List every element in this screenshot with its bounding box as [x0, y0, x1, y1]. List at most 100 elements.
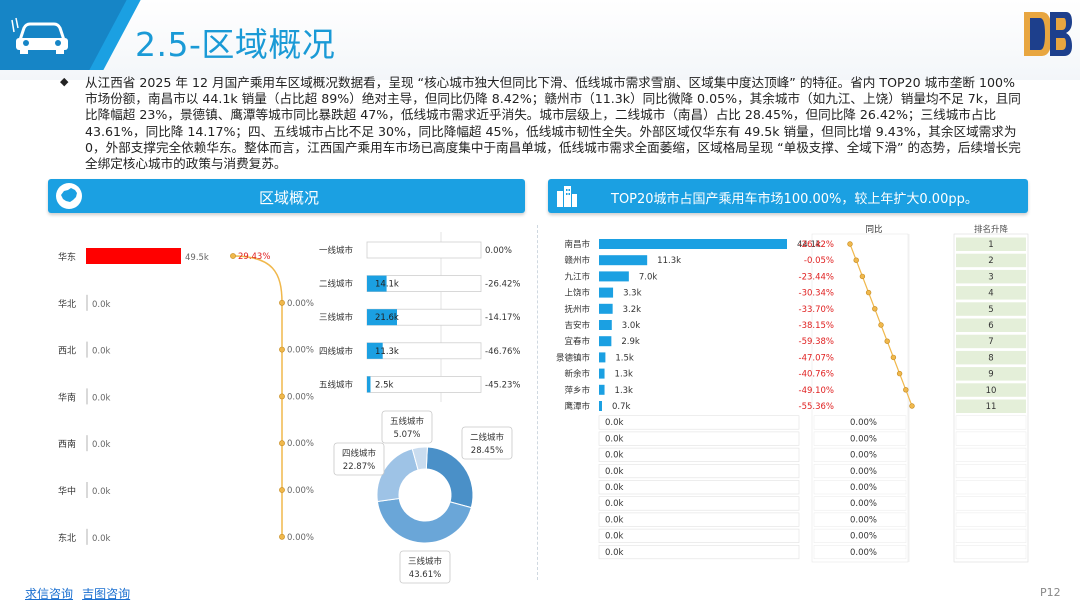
- footer-link-qiuxin[interactable]: 求信咨询: [25, 587, 74, 601]
- donut-label-value: 28.45%: [471, 446, 503, 456]
- empty-row-value: 0.0k: [605, 532, 624, 542]
- rank-cell: [956, 237, 1026, 251]
- donut-label-value: 22.87%: [343, 462, 375, 472]
- donut-slice: [411, 446, 428, 471]
- rank-change-label: 3: [988, 272, 993, 282]
- empty-rank-cell: [955, 480, 1027, 495]
- rank-change-label: 9: [988, 370, 993, 380]
- empty-row-yoy: 0.00%: [850, 451, 877, 461]
- rank-change-label: 8: [988, 353, 993, 363]
- tier-value-label: 11.3k: [375, 347, 399, 357]
- city-category-label: 抚州市: [564, 304, 590, 315]
- city-category-label: 景德镇市: [556, 352, 591, 363]
- tier-bar: [367, 342, 383, 359]
- empty-row-value: 0.0k: [605, 451, 624, 461]
- tier-bar: [367, 275, 387, 292]
- summary-paragraph: 从江西省 2025 年 12 月国产乘用车区域概况数据看，呈现 “核心城市独大但…: [85, 75, 1021, 172]
- tier-value-label: 2.5k: [375, 380, 394, 390]
- rank-cell: [956, 318, 1026, 332]
- right-panel-header: TOP20城市占国产乘用车市场100.00%，较上年扩大0.00pp。: [548, 179, 1028, 213]
- tier-value-label: 14.1k: [375, 280, 399, 290]
- region-category-label: 华北: [58, 298, 76, 310]
- city-yoy-point: [878, 322, 884, 328]
- panel-divider: [537, 225, 538, 580]
- city-value-label: 3.3k: [623, 289, 642, 299]
- city-value-label: 1.3k: [615, 386, 634, 396]
- donut-label-box: [399, 550, 451, 584]
- empty-yoy-cell: [813, 512, 907, 527]
- empty-rank-cell: [955, 464, 1027, 479]
- city-yoy-label: -59.38%: [799, 337, 834, 347]
- donut-label-name: 二线城市: [470, 432, 505, 443]
- empty-row-yoy: 0.00%: [850, 434, 877, 444]
- empty-yoy-cell: [813, 447, 907, 462]
- city-yoy-point: [853, 257, 859, 263]
- tier-value-label: 21.6k: [375, 313, 399, 323]
- rank-cell: [956, 302, 1026, 316]
- tier-bar: [367, 309, 397, 326]
- city-bar: [599, 368, 605, 379]
- tier-category-label: 一线城市: [319, 245, 354, 256]
- rank-change-label: 7: [988, 337, 993, 347]
- donut-label-name: 五线城市: [390, 416, 425, 427]
- city-yoy-point: [890, 354, 897, 361]
- region-category-label: 西南: [58, 438, 76, 450]
- empty-yoy-cell: [813, 464, 907, 479]
- region-value-label: 0.0k: [92, 534, 111, 544]
- region-value-label: 0.0k: [92, 487, 111, 497]
- empty-rank-cell: [955, 496, 1027, 511]
- region-value-label: 49.5k: [185, 253, 209, 263]
- right-panel-title: TOP20城市占国产乘用车市场100.00%，较上年扩大0.00pp。: [611, 192, 978, 207]
- city-category-label: 新余市: [564, 369, 590, 380]
- region-yoy-label: 0.00%: [287, 439, 314, 449]
- rank-change-label: 4: [988, 289, 993, 299]
- city-yoy-label: -23.44%: [799, 272, 834, 282]
- bullet-marker: ◆: [60, 75, 69, 88]
- donut-slice: [376, 497, 472, 544]
- region-yoy-point: [279, 299, 285, 306]
- city-value-label: 2.9k: [621, 337, 640, 347]
- empty-row-track: [598, 512, 800, 527]
- region-yoy-label: 0.00%: [287, 346, 314, 356]
- city-yoy-label: -47.07%: [799, 353, 834, 363]
- tier-category-label: 二线城市: [319, 279, 354, 290]
- region-yoy-label: 0.00%: [287, 299, 314, 309]
- footer-link-jitu[interactable]: 吉图咨询: [82, 587, 131, 601]
- region-yoy-point: [230, 253, 236, 259]
- region-yoy-point: [279, 346, 285, 353]
- empty-row-value: 0.0k: [605, 499, 624, 509]
- empty-row-value: 0.0k: [605, 515, 624, 525]
- region-yoy-line: [232, 255, 283, 537]
- city-bar: [599, 384, 605, 395]
- city-yoy-point: [884, 338, 890, 344]
- donut-label-name: 三线城市: [408, 556, 443, 567]
- rank-cell: [956, 383, 1026, 397]
- donut-label-value: 43.61%: [409, 570, 441, 580]
- tier-share-donut: 二线城市 28.45% 三线城市 43.61% 四线城市 22.87% 五线城市 5.07%: [333, 410, 513, 584]
- tier-yoy-label: -45.23%: [485, 380, 520, 390]
- tier-category-label: 四线城市: [319, 346, 354, 357]
- region-category-label: 华中: [58, 485, 76, 497]
- tier-category-label: 三线城市: [319, 312, 354, 323]
- rank-cell: [956, 253, 1026, 268]
- city-bar: [599, 271, 629, 282]
- empty-row-track: [598, 480, 800, 495]
- empty-row-track: [598, 415, 800, 430]
- empty-rank-cell: [955, 512, 1027, 527]
- region-yoy-point: [279, 487, 285, 493]
- city-yoy-point: [909, 403, 915, 409]
- region-bar: [86, 294, 88, 311]
- city-category-label: 赣州市: [564, 255, 590, 266]
- region-yoy-label: 0.00%: [287, 533, 314, 543]
- empty-row-value: 0.0k: [605, 418, 624, 428]
- rank-change-label: 2: [988, 256, 993, 266]
- empty-row-value: 0.0k: [605, 483, 624, 493]
- city-value-label: 1.5k: [615, 353, 634, 363]
- empty-rank-cell: [955, 545, 1027, 560]
- empty-rank-cell: [955, 415, 1027, 430]
- empty-row-yoy: 0.00%: [850, 418, 877, 428]
- tier-bar-track: [366, 241, 482, 259]
- tier-category-label: 五线城市: [319, 379, 354, 390]
- region-category-label: 华南: [58, 391, 76, 403]
